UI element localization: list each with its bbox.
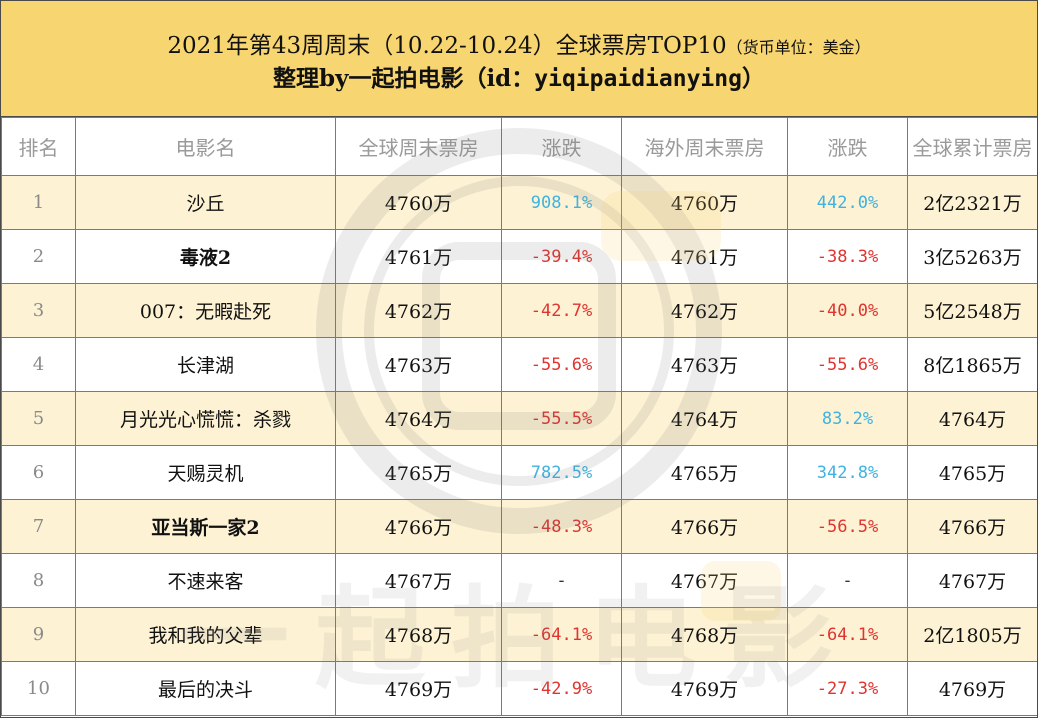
column-header-overseas-change: 涨跌 [787,117,908,176]
cumulative-cell: 3亿5263万 [907,229,1037,284]
overseas-weekend-cell: 4768万 [621,607,788,662]
table-row: 3 007：无暇赴死 4762万 -42.7% 4762万 -40.0% 5亿2… [1,283,1037,338]
table-row: 6 天赐灵机 4765万 782.5% 4765万 342.8% 4765万 [1,445,1037,500]
global-change-cell: -39.4% [501,229,622,284]
rank-cell: 9 [1,607,76,662]
column-header-title: 电影名 [75,117,336,176]
overseas-weekend-cell: 4760万 [621,175,788,230]
cumulative-cell: 4764万 [907,391,1037,446]
global-weekend-cell: 4760万 [335,175,502,230]
subtitle-suffix: ） [741,65,765,92]
overseas-weekend-cell: 4769万 [621,661,788,716]
global-change-cell: -64.1% [501,607,622,662]
global-weekend-cell: 4763万 [335,337,502,392]
global-weekend-cell: 4765万 [335,445,502,500]
global-change-cell: -48.3% [501,499,622,554]
table-row: 8 不速来客 4767万 - 4767万 - 4767万 [1,553,1037,608]
overseas-change-cell: -64.1% [787,607,908,662]
title-cell: 毒液2 [75,229,336,284]
rank-cell: 6 [1,445,76,500]
title-cell: 最后的决斗 [75,661,336,716]
overseas-change-cell: -55.6% [787,337,908,392]
cumulative-cell: 4766万 [907,499,1037,554]
column-header-global-change: 涨跌 [501,117,622,176]
cumulative-cell: 5亿2548万 [907,283,1037,338]
overseas-change-cell: - [787,553,908,608]
cumulative-cell: 4769万 [907,661,1037,716]
title-cell: 沙丘 [75,175,336,230]
overseas-weekend-cell: 4761万 [621,229,788,284]
rank-cell: 3 [1,283,76,338]
title-cell: 月光光心慌慌：杀戮 [75,391,336,446]
title-cell: 天赐灵机 [75,445,336,500]
table-row: 2 毒液2 4761万 -39.4% 4761万 -38.3% 3亿5263万 [1,229,1037,284]
rank-cell: 5 [1,391,76,446]
subtitle-prefix: 整理by一起拍电影（id： [273,65,535,92]
overseas-change-cell: 83.2% [787,391,908,446]
title-cell: 007：无暇赴死 [75,283,336,338]
overseas-change-cell: 442.0% [787,175,908,230]
table-row: 5 月光光心慌慌：杀戮 4764万 -55.5% 4764万 83.2% 476… [1,391,1037,446]
rank-cell: 7 [1,499,76,554]
overseas-change-cell: -27.3% [787,661,908,716]
rank-cell: 2 [1,229,76,284]
global-weekend-cell: 4767万 [335,553,502,608]
global-weekend-cell: 4769万 [335,661,502,716]
rank-cell: 1 [1,175,76,230]
cumulative-cell: 8亿1865万 [907,337,1037,392]
cumulative-cell: 2亿2321万 [907,175,1037,230]
overseas-change-cell: -38.3% [787,229,908,284]
column-header-global-weekend: 全球周末票房 [335,117,502,176]
column-header-cumulative: 全球累计票房 [907,117,1037,176]
overseas-weekend-cell: 4766万 [621,499,788,554]
overseas-weekend-cell: 4765万 [621,445,788,500]
table-row: 1 沙丘 4760万 908.1% 4760万 442.0% 2亿2321万 [1,175,1037,230]
table-row: 10 最后的决斗 4769万 -42.9% 4769万 -27.3% 4769万 [1,661,1037,716]
global-change-cell: 908.1% [501,175,622,230]
chart-subtitle: 整理by一起拍电影（id：yiqipaidianying） [1,63,1037,95]
box-office-table: 排名 电影名 全球周末票房 涨跌 海外周末票房 涨跌 全球累计票房 1 沙丘 4… [1,117,1037,716]
column-header-rank: 排名 [1,117,76,176]
table-row: 4 长津湖 4763万 -55.6% 4763万 -55.6% 8亿1865万 [1,337,1037,392]
title-cell: 长津湖 [75,337,336,392]
overseas-weekend-cell: 4767万 [621,553,788,608]
global-change-cell: - [501,553,622,608]
global-change-cell: 782.5% [501,445,622,500]
subtitle-id: yiqipaidianying [534,66,742,92]
cumulative-cell: 4767万 [907,553,1037,608]
global-weekend-cell: 4762万 [335,283,502,338]
rank-cell: 8 [1,553,76,608]
global-change-cell: -42.9% [501,661,622,716]
overseas-weekend-cell: 4762万 [621,283,788,338]
title-cell: 亚当斯一家2 [75,499,336,554]
global-weekend-cell: 4761万 [335,229,502,284]
global-weekend-cell: 4768万 [335,607,502,662]
global-change-cell: -42.7% [501,283,622,338]
title-text: 2021年第43周周末（10.22-10.24）全球票房TOP10 [167,33,727,59]
title-banner: 2021年第43周周末（10.22-10.24）全球票房TOP10（货币单位：美… [1,1,1037,117]
overseas-change-cell: -56.5% [787,499,908,554]
rank-cell: 4 [1,337,76,392]
title-cell: 不速来客 [75,553,336,608]
rank-cell: 10 [1,661,76,716]
global-change-cell: -55.6% [501,337,622,392]
overseas-weekend-cell: 4764万 [621,391,788,446]
global-weekend-cell: 4766万 [335,499,502,554]
global-weekend-cell: 4764万 [335,391,502,446]
table-row: 7 亚当斯一家2 4766万 -48.3% 4766万 -56.5% 4766万 [1,499,1037,554]
cumulative-cell: 2亿1805万 [907,607,1037,662]
currency-note: （货币单位：美金） [726,38,871,57]
global-change-cell: -55.5% [501,391,622,446]
title-cell: 我和我的父辈 [75,607,336,662]
table-header-row: 排名 电影名 全球周末票房 涨跌 海外周末票房 涨跌 全球累计票房 [1,117,1037,176]
cumulative-cell: 4765万 [907,445,1037,500]
overseas-change-cell: -40.0% [787,283,908,338]
overseas-change-cell: 342.8% [787,445,908,500]
overseas-weekend-cell: 4763万 [621,337,788,392]
table-row: 9 我和我的父辈 4768万 -64.1% 4768万 -64.1% 2亿180… [1,607,1037,662]
column-header-overseas-weekend: 海外周末票房 [621,117,788,176]
chart-title: 2021年第43周周末（10.22-10.24）全球票房TOP10（货币单位：美… [1,1,1037,63]
